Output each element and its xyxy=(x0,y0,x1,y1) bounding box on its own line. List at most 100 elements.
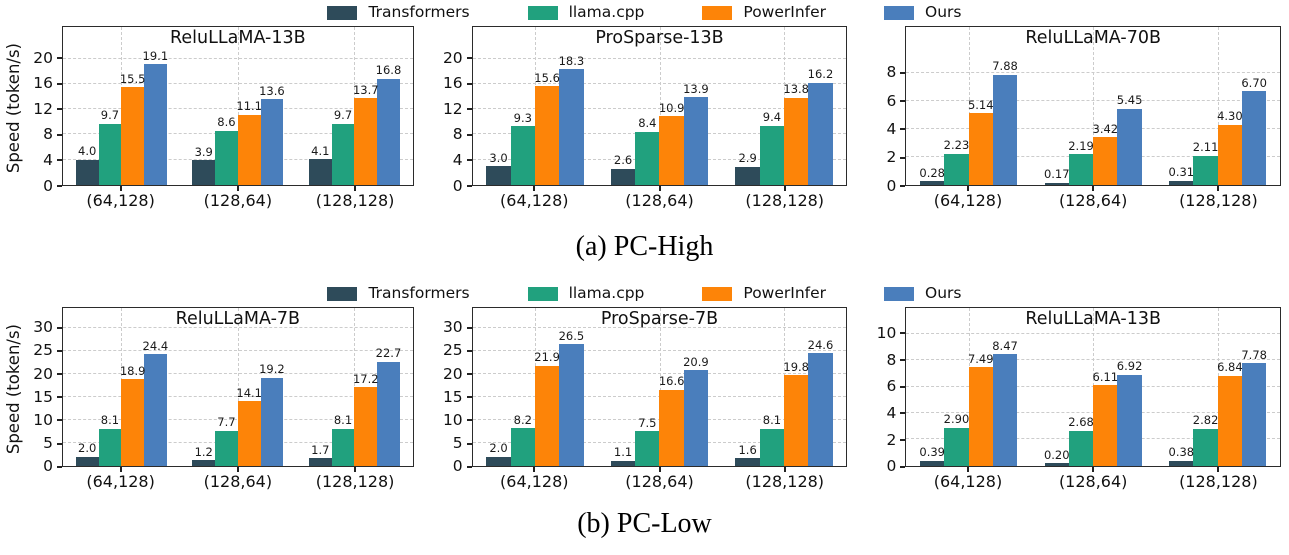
y-tick-label: 0 xyxy=(43,457,53,476)
bar-llama-cpp: 9.7 xyxy=(98,27,122,185)
bar-rect xyxy=(98,428,122,466)
legend-label-powerinfer: PowerInfer xyxy=(743,3,827,22)
bar-rect xyxy=(968,113,993,185)
y-tick-label: 0 xyxy=(886,457,897,476)
y-tick-mark xyxy=(900,359,906,362)
y-axis-label: Speed (token/s) xyxy=(2,26,26,190)
x-tick-mark xyxy=(354,186,357,191)
gridline-vertical xyxy=(968,27,970,185)
bar-transformers: 1.6 xyxy=(735,308,760,466)
caption-pc-high: (a) PC-High xyxy=(575,231,714,262)
y-tick-mark xyxy=(900,465,906,468)
bar-value-label: 6.11 xyxy=(1092,369,1119,384)
bar-rect xyxy=(237,114,261,185)
bar-group-128-64: 0.17 2.19 3.42 5.45 xyxy=(1031,27,1156,185)
y-axis: 0 2 4 6 8 10 xyxy=(869,307,906,493)
bar-rect xyxy=(377,361,400,466)
bar-ours: 26.5 xyxy=(559,308,584,466)
bar-value-label: 4.0 xyxy=(78,144,97,159)
y-tick-label: 8 xyxy=(886,63,897,82)
chart-title: ReluLLaMA-7B xyxy=(175,308,301,329)
bar-group-64-128: 0.28 2.23 5.14 7.88 xyxy=(906,27,1031,185)
bar-rect xyxy=(192,460,216,466)
bar-value-label: 19.8 xyxy=(783,359,809,374)
bar-rect xyxy=(486,456,511,466)
plot-column: ReluLLaMA-70B 0.28 2.23 5.14 7.88 0.17 2.19 3.4… xyxy=(905,26,1282,212)
y-tick-mark xyxy=(466,133,472,136)
x-tick-label: (64,128) xyxy=(86,191,155,210)
y-tick-mark xyxy=(466,349,472,352)
plot-area: ReluLLaMA-13B 0.39 2.90 7.49 8.47 0.20 2.68 6.1… xyxy=(905,306,1282,467)
y-tick-label: 16 xyxy=(33,74,53,93)
bar-value-label: 19.1 xyxy=(142,48,169,63)
y-tick-mark xyxy=(57,185,62,187)
bar-rect xyxy=(944,427,969,466)
y-tick-mark xyxy=(900,332,906,335)
bar-value-label: 1.6 xyxy=(738,442,757,457)
bar-group-128-64: 2.6 8.4 10.9 13.9 xyxy=(597,27,722,185)
bar-rect xyxy=(683,97,709,185)
bar-rect xyxy=(354,98,378,185)
gridline-vertical xyxy=(354,307,356,466)
bar-rect xyxy=(1169,460,1194,466)
bar-rect xyxy=(237,401,261,466)
bar-value-label: 2.90 xyxy=(943,412,970,427)
y-tick-mark xyxy=(57,396,62,399)
y-tick-mark xyxy=(900,439,906,442)
bar-ours: 16.8 xyxy=(376,27,401,185)
bar-rect xyxy=(98,123,122,185)
y-axis: 0 4 8 12 16 20 xyxy=(436,26,472,212)
charts-row-pc-high: Speed (token/s) 0 4 8 12 16 20 ReluLLaMA-13B 4.0… xyxy=(0,26,1289,212)
y-axis-ticks: 0 2 4 6 8 10 xyxy=(869,307,906,474)
bar-transformers: 4.1 xyxy=(308,27,332,185)
bar-transformers: 0.39 xyxy=(919,308,945,466)
charts-row-pc-low: Speed (token/s) 0 5 10 15 20 25 30 ReluLLaMA-7B 2… xyxy=(0,306,1289,493)
y-tick-label: 8 xyxy=(43,125,53,144)
bar-value-label: 17.2 xyxy=(352,371,379,386)
bar-transformers: 0.31 xyxy=(1169,27,1194,185)
y-tick-label: 10 xyxy=(876,323,897,342)
legend-label-ours: Ours xyxy=(925,3,962,22)
bar-powerinfer: 16.6 xyxy=(659,308,684,466)
bar-value-label: 2.0 xyxy=(78,441,97,456)
bar-value-label: 9.3 xyxy=(513,110,532,125)
bar-value-label: 7.5 xyxy=(638,415,657,430)
y-tick-label: 12 xyxy=(33,99,53,118)
y-tick-label: 4 xyxy=(43,150,53,169)
bar-value-label: 7.49 xyxy=(967,351,994,366)
legend-label-transformers: Transformers xyxy=(368,3,470,22)
x-tick-mark xyxy=(354,466,357,472)
y-tick-mark xyxy=(57,159,62,162)
bar-value-label: 15.6 xyxy=(534,70,560,85)
bar-rect xyxy=(784,375,809,466)
legend-swatch-transformers xyxy=(327,6,358,20)
bar-llama-cpp: 2.19 xyxy=(1068,27,1094,185)
bar-ours: 5.45 xyxy=(1117,27,1142,185)
bar-rect xyxy=(1193,155,1218,185)
bar-rect xyxy=(510,428,535,466)
legend-item-ours: Ours xyxy=(884,284,962,303)
bar-powerinfer: 21.9 xyxy=(534,308,560,466)
bar-rect xyxy=(610,168,636,185)
x-tick-label: (128,128) xyxy=(1179,471,1258,491)
bar-value-label: 3.42 xyxy=(1092,121,1119,136)
bar-value-label: 2.11 xyxy=(1192,140,1219,154)
bar-value-label: 4.30 xyxy=(1217,109,1243,124)
x-tick-mark xyxy=(658,186,661,191)
x-tick-label: (128,128) xyxy=(1179,191,1258,210)
x-tick-mark xyxy=(119,466,122,472)
legend-label-ours: Ours xyxy=(925,284,962,303)
bar-rect xyxy=(559,69,584,185)
bar-rect xyxy=(1044,463,1069,466)
y-axis-ticks: 0 4 8 12 16 20 xyxy=(436,26,472,193)
bar-value-label: 2.19 xyxy=(1068,138,1094,153)
bar-powerinfer: 15.6 xyxy=(534,27,560,185)
x-tick-mark xyxy=(533,186,536,191)
y-tick-mark xyxy=(57,442,62,445)
bar-llama-cpp: 9.3 xyxy=(510,27,535,185)
bar-ours: 20.9 xyxy=(683,308,709,466)
bar-group-64-128: 4.0 9.7 15.5 19.1 xyxy=(63,27,180,185)
y-tick-mark xyxy=(900,156,906,159)
bar-rect xyxy=(308,458,332,466)
bar-value-label: 14.1 xyxy=(236,385,262,400)
